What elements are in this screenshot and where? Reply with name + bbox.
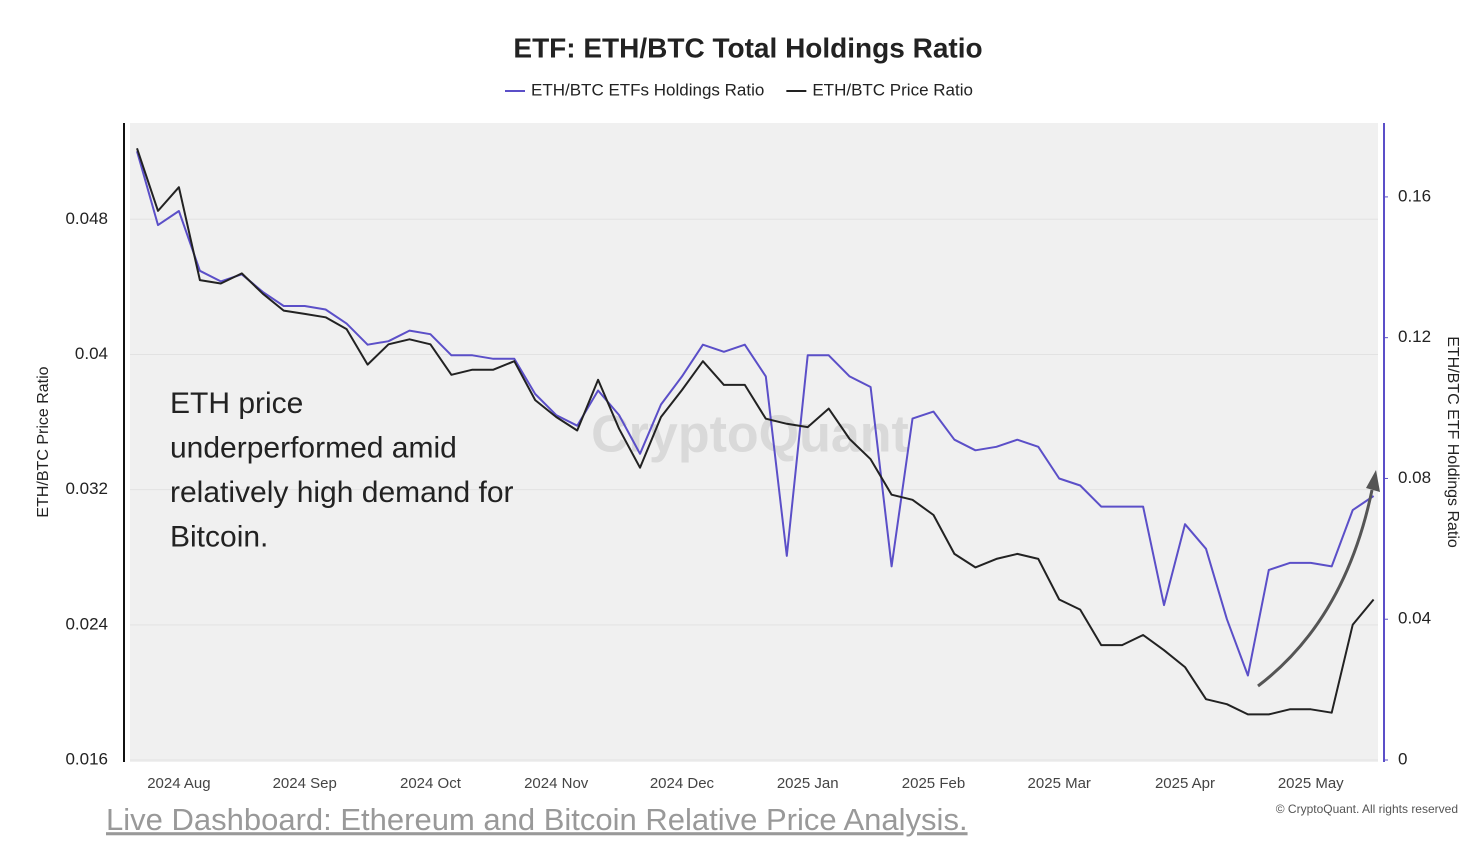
annotation: Bitcoin.: [170, 520, 268, 553]
x-tick-label: 2024 Dec: [650, 775, 715, 792]
y-tick-label: 0.032: [65, 479, 108, 498]
legend-label: ETH/BTC ETFs Holdings Ratio: [531, 80, 764, 99]
annotation: underperformed amid: [170, 431, 457, 464]
y2-axis-label: ETH/BTC ETF Holdings Ratio: [1444, 336, 1461, 548]
x-tick-label: 2025 May: [1278, 775, 1344, 792]
y-axis-label: ETH/BTC Price Ratio: [35, 366, 52, 517]
x-tick-label: 2024 Sep: [273, 775, 337, 792]
y-tick-label: 0.024: [65, 614, 108, 633]
x-tick-label: 2024 Nov: [524, 775, 589, 792]
x-tick-label: 2025 Mar: [1028, 775, 1091, 792]
arrow-head: [1366, 470, 1380, 492]
y-tick-label: 0.016: [65, 749, 108, 768]
y-tick-label: 0.048: [65, 209, 108, 228]
y-tick-label: 0.04: [75, 344, 108, 363]
link[interactable]: Live Dashboard: Ethereum and Bitcoin Rel…: [106, 802, 968, 837]
annotation: relatively high demand for: [170, 476, 514, 509]
arrow: [1257, 489, 1374, 688]
y2-tick-label: 0.16: [1398, 186, 1431, 205]
x-tick-label: 2025 Feb: [902, 775, 965, 792]
y2-tick-label: 0.12: [1398, 327, 1431, 346]
watermark: CryptoQuant: [591, 406, 909, 464]
legend-label: ETH/BTC Price Ratio: [812, 80, 973, 99]
x-tick-label: 2025 Apr: [1155, 775, 1215, 792]
annotation: ETH price: [170, 387, 303, 420]
line-series: [136, 150, 1375, 677]
line-series: [136, 147, 1375, 716]
y2-tick-label: 0: [1398, 749, 1407, 768]
chart-title: ETF: ETH/BTC Total Holdings Ratio: [513, 32, 982, 63]
y2-tick-label: 0.04: [1398, 609, 1431, 628]
x-tick-label: 2025 Jan: [777, 775, 839, 792]
copyright: © CryptoQuant. All rights reserved: [1276, 802, 1458, 816]
x-tick-label: 2024 Oct: [400, 775, 462, 792]
y2-tick-label: 0.08: [1398, 468, 1431, 487]
x-tick-label: 2024 Aug: [147, 775, 210, 792]
